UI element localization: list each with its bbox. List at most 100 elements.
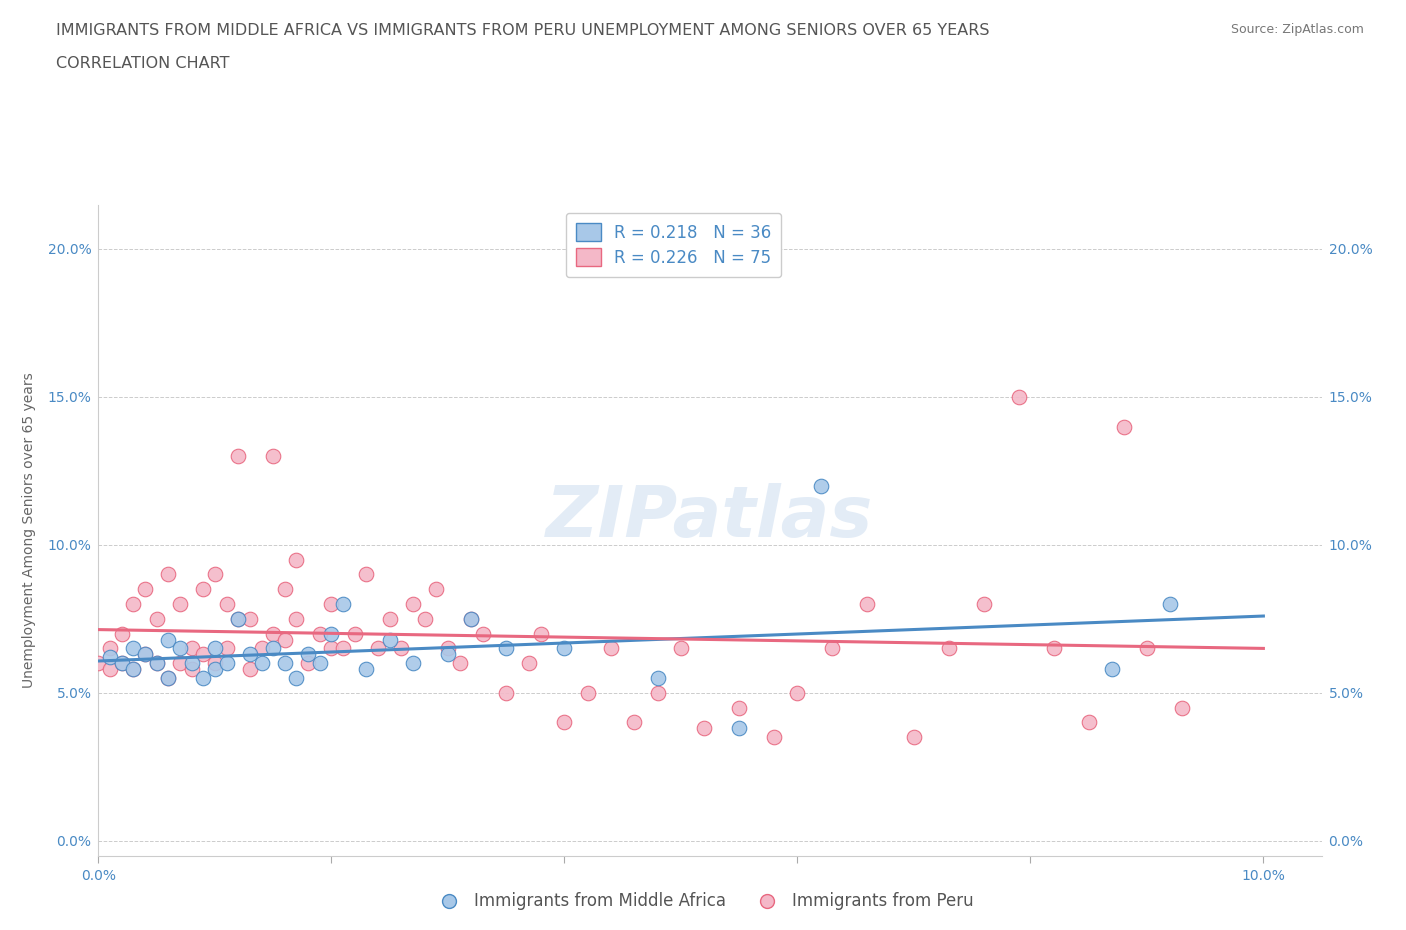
Point [1136,641,1159,656]
Point [1159,597,1181,612]
Point [437,647,460,662]
Point [169,656,191,671]
Point [180,641,202,656]
Point [297,647,319,662]
Point [215,597,238,612]
Text: CORRELATION CHART: CORRELATION CHART [56,56,229,71]
Point [111,656,134,671]
Point [402,597,425,612]
Point [193,582,215,597]
Point [343,626,366,641]
Point [460,611,482,626]
Legend: R = 0.218   N = 36, R = 0.226   N = 75: R = 0.218 N = 36, R = 0.226 N = 75 [565,213,782,277]
Point [193,647,215,662]
Point [321,641,343,656]
Point [169,597,191,612]
Point [145,656,167,671]
Point [239,662,262,677]
Point [262,626,284,641]
Point [297,656,319,671]
Text: Source: ZipAtlas.com: Source: ZipAtlas.com [1230,23,1364,36]
Point [180,662,202,677]
Point [180,656,202,671]
Point [1171,700,1194,715]
Point [274,582,297,597]
Point [1112,419,1135,434]
Point [169,641,191,656]
Point [332,597,354,612]
Point [262,448,284,463]
Point [262,641,284,656]
Point [215,656,238,671]
Point [810,478,832,493]
Point [356,567,378,582]
Point [226,448,249,463]
Point [437,641,460,656]
Point [98,662,121,677]
Point [157,567,180,582]
Point [938,641,960,656]
Point [856,597,879,612]
Point [274,632,297,647]
Point [145,611,167,626]
Point [215,641,238,656]
Point [204,567,226,582]
Point [157,632,180,647]
Point [553,715,575,730]
Point [1077,715,1099,730]
Point [226,611,249,626]
Point [1101,662,1123,677]
Point [425,582,447,597]
Text: ZIPatlas: ZIPatlas [547,483,873,551]
Point [763,730,786,745]
Point [332,641,354,656]
Point [903,730,925,745]
Point [239,647,262,662]
Point [321,626,343,641]
Point [193,671,215,685]
Point [449,656,471,671]
Point [157,671,180,685]
Point [460,611,482,626]
Point [204,641,226,656]
Point [285,611,308,626]
Point [134,582,156,597]
Point [367,641,389,656]
Point [321,597,343,612]
Point [623,715,645,730]
Point [576,685,599,700]
Point [250,641,273,656]
Point [226,611,249,626]
Point [274,656,297,671]
Text: IMMIGRANTS FROM MIDDLE AFRICA VS IMMIGRANTS FROM PERU UNEMPLOYMENT AMONG SENIORS: IMMIGRANTS FROM MIDDLE AFRICA VS IMMIGRA… [56,23,990,38]
Point [308,656,330,671]
Point [87,656,110,671]
Point [530,626,553,641]
Point [122,597,145,612]
Point [1008,390,1031,405]
Point [378,632,401,647]
Point [669,641,692,656]
Point [111,626,134,641]
Point [402,656,425,671]
Point [471,626,494,641]
Point [519,656,541,671]
Point [285,552,308,567]
Point [693,721,716,736]
Point [413,611,436,626]
Point [134,647,156,662]
Point [239,611,262,626]
Point [122,662,145,677]
Point [647,671,669,685]
Y-axis label: Unemployment Among Seniors over 65 years: Unemployment Among Seniors over 65 years [22,372,37,688]
Point [356,662,378,677]
Point [600,641,623,656]
Point [308,626,330,641]
Point [145,656,167,671]
Legend: Immigrants from Middle Africa, Immigrants from Peru: Immigrants from Middle Africa, Immigrant… [426,885,980,917]
Point [553,641,575,656]
Point [495,641,517,656]
Point [378,611,401,626]
Point [204,656,226,671]
Point [122,641,145,656]
